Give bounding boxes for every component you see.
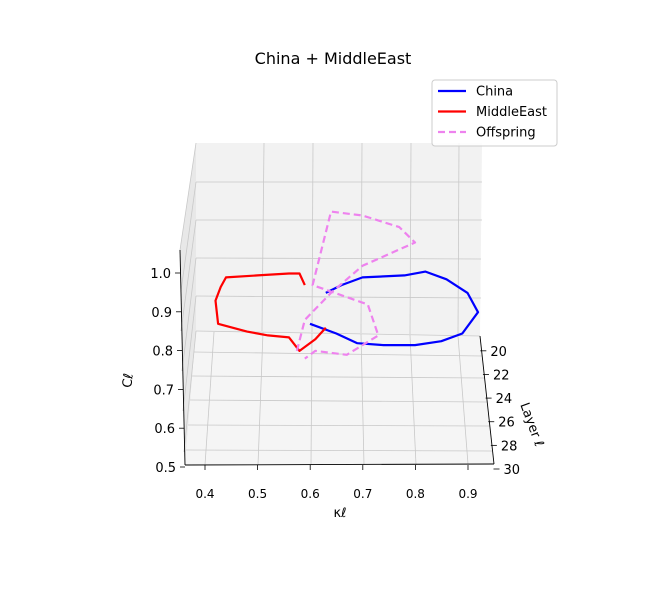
x-tick-label: 0.9	[458, 487, 477, 501]
z-tick-label: 0.9	[151, 306, 172, 321]
z-tick-label: 0.7	[153, 383, 174, 398]
z-tick-label: 0.5	[155, 461, 176, 476]
x-tick-label: 0.8	[406, 487, 425, 501]
back-pane	[196, 143, 482, 336]
axis-lines	[179, 249, 495, 466]
y-tick-label: 24	[496, 392, 513, 407]
x-ticks: 0.4 0.5 0.6 0.7 0.8 0.9	[195, 465, 478, 501]
x-tick-label: 0.4	[195, 487, 214, 501]
floor-pane	[185, 331, 494, 465]
z-axis-label: Cℓ	[120, 373, 136, 389]
y-tick-label: 22	[493, 368, 510, 383]
y-tick-label: 20	[490, 345, 507, 360]
y-axis-line	[479, 335, 495, 465]
y-tick-label: 28	[501, 439, 518, 454]
legend-label-middleeast: MiddleEast	[476, 105, 547, 120]
z-tick-label: 1.0	[150, 267, 171, 282]
y-axis-label: Layer ℓ	[516, 401, 546, 449]
y-tick-label: 30	[504, 463, 521, 478]
legend-frame	[431, 79, 558, 147]
legend-label-china: China	[476, 85, 513, 100]
legend-label-offspring: Offspring	[476, 126, 536, 141]
x-tick-label: 0.7	[353, 487, 372, 501]
x-axis-line	[184, 463, 495, 466]
x-axis-label: κℓ	[333, 506, 346, 521]
x-tick-label: 0.5	[248, 487, 267, 501]
x-tick-label: 0.6	[301, 487, 320, 501]
z-tick-label: 0.8	[152, 345, 173, 360]
series-layer	[214, 210, 480, 360]
z-ticks: 0.5 0.6 0.7 0.8 0.9 1.0	[150, 267, 185, 476]
z-tick-label: 0.6	[154, 422, 175, 437]
chart-title: China + MiddleEast	[255, 49, 412, 68]
z-axis-line	[179, 249, 186, 466]
y-ticks: 20 22 24 26 28 30	[480, 345, 520, 478]
series-line-offspring	[295, 210, 417, 360]
y-tick-label: 26	[498, 416, 515, 431]
legend: China MiddleEast Offspring	[431, 79, 558, 147]
axes-panes	[180, 143, 494, 465]
